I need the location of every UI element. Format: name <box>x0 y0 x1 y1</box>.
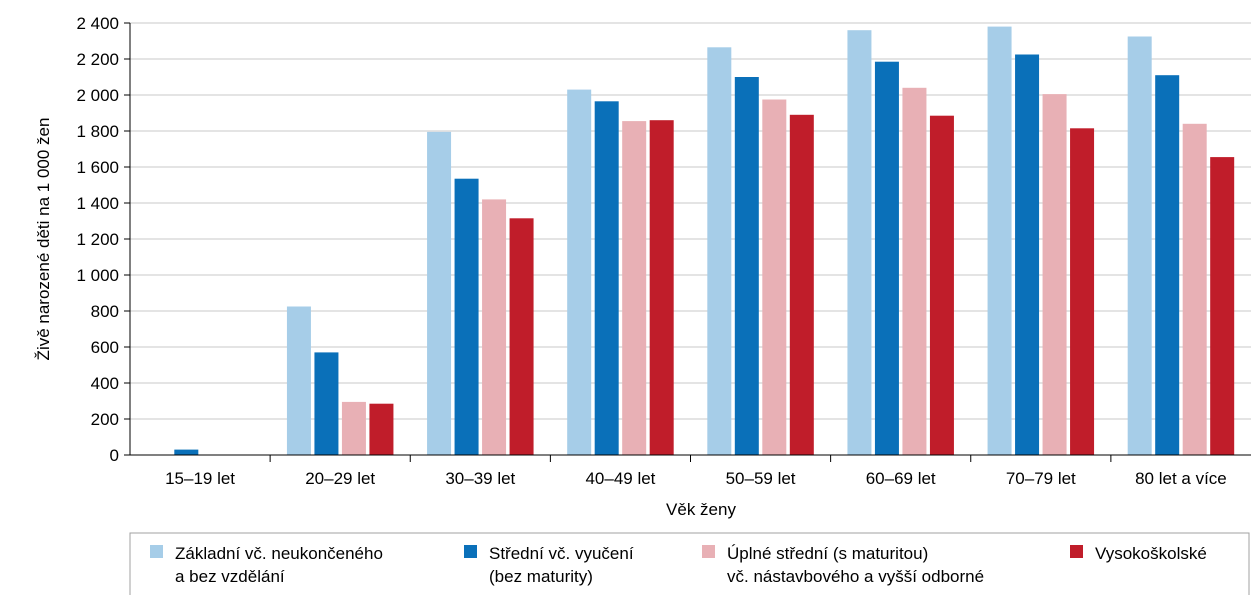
legend-label: Úplné střední (s maturitou) <box>727 544 928 563</box>
y-tick-label: 2 400 <box>76 14 119 33</box>
bar <box>174 449 199 455</box>
legend-box <box>129 532 1250 600</box>
x-tick-label: 50–59 let <box>726 469 796 488</box>
bar <box>1210 157 1235 455</box>
bar <box>369 403 394 455</box>
y-tick-label: 1 200 <box>76 230 119 249</box>
y-tick-label: 1 000 <box>76 266 119 285</box>
legend-swatch <box>1070 545 1083 558</box>
bar <box>594 101 619 456</box>
y-tick-labels: 0 200 400 600 800 1 000 1 200 1 400 1 600 1 800 2 … <box>76 14 130 465</box>
x-tick-label: 40–49 let <box>585 469 655 488</box>
legend: Základní vč. neukončeného a bez vzdělání S… <box>129 532 1250 600</box>
bar <box>482 199 507 455</box>
x-tick-labels: 15–19 let 20–29 let 30–39 let 40–49 let 50–5… <box>165 455 1227 488</box>
bar <box>649 120 674 455</box>
bar <box>987 26 1012 455</box>
y-tick-label: 1 800 <box>76 122 119 141</box>
legend-label: (bez maturity) <box>489 567 593 586</box>
x-tick-label: 70–79 let <box>1006 469 1076 488</box>
legend-swatch <box>150 545 163 558</box>
x-tick-label: 15–19 let <box>165 469 235 488</box>
y-tick-label: 1 600 <box>76 158 119 177</box>
bar <box>762 99 787 455</box>
legend-label: Vysokoškolské <box>1095 544 1207 563</box>
bar <box>789 114 814 456</box>
bar <box>622 121 647 455</box>
bar <box>847 30 872 455</box>
legend-swatch <box>464 545 477 558</box>
bar <box>509 218 534 455</box>
bars <box>174 26 1235 456</box>
legend-label: a bez vzdělání <box>175 567 285 586</box>
legend-items: Základní vč. neukončeného a bez vzdělání S… <box>150 544 1207 586</box>
bar <box>1015 54 1040 455</box>
bar <box>286 306 311 455</box>
bar <box>874 61 899 455</box>
y-axis-label: Živě narozené děti na 1 000 žen <box>34 118 53 361</box>
bar <box>314 352 339 455</box>
x-tick-label: 60–69 let <box>866 469 936 488</box>
bar <box>1155 75 1180 455</box>
legend-label: Střední vč. vyučení <box>489 544 634 563</box>
y-tick-label: 0 <box>110 446 119 465</box>
bar <box>1182 123 1207 456</box>
bar <box>427 131 452 455</box>
bar <box>902 87 927 456</box>
y-tick-label: 200 <box>91 410 119 429</box>
y-tick-label: 1 400 <box>76 194 119 213</box>
x-tick-label: 30–39 let <box>445 469 515 488</box>
y-tick-label: 600 <box>91 338 119 357</box>
bar <box>1127 36 1152 455</box>
x-tick-label: 80 let a více <box>1135 469 1227 488</box>
bar <box>454 178 479 455</box>
y-tick-label: 400 <box>91 374 119 393</box>
x-tick-label: 20–29 let <box>305 469 375 488</box>
legend-label: vč. nástavbového a vyšší odborné <box>727 567 984 586</box>
y-tick-label: 2 200 <box>76 50 119 69</box>
y-tick-label: 2 000 <box>76 86 119 105</box>
bar <box>1042 94 1067 455</box>
bar <box>567 89 592 455</box>
legend-swatch <box>702 545 715 558</box>
y-tick-label: 800 <box>91 302 119 321</box>
x-axis-label: Věk ženy <box>666 500 736 519</box>
bar <box>734 77 759 455</box>
bar <box>1070 128 1095 456</box>
legend-label: Základní vč. neukončeného <box>175 544 383 563</box>
bar <box>341 401 366 455</box>
bar <box>929 115 954 455</box>
bar <box>707 47 732 456</box>
